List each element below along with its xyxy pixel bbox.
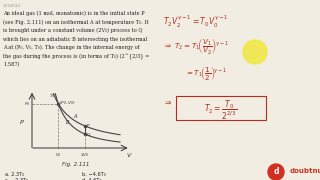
- Text: d. 4.6T₀: d. 4.6T₀: [82, 178, 101, 180]
- Text: 1.587): 1.587): [3, 62, 20, 67]
- Text: A: A: [73, 114, 77, 119]
- Text: $T_0$: $T_0$: [49, 92, 55, 100]
- Text: $(P_0, V_0)$: $(P_0, V_0)$: [60, 100, 76, 107]
- Text: is brought under a constant volume (2V₀) process to Q: is brought under a constant volume (2V₀)…: [3, 28, 142, 33]
- Text: $= T_1\!\left(\dfrac{1}{2}\right)^{\!\gamma-1}$: $= T_1\!\left(\dfrac{1}{2}\right)^{\!\ga…: [185, 65, 227, 82]
- Text: $\Rightarrow\ T_2 = T_1\!\left(\dfrac{V_1}{V_2}\right)^{\!\gamma-1}$: $\Rightarrow\ T_2 = T_1\!\left(\dfrac{V_…: [163, 36, 229, 56]
- Text: P: P: [20, 120, 23, 125]
- Text: 1234534: 1234534: [3, 4, 21, 8]
- Text: $T_2 = \dfrac{T_0}{2^{2/3}}$: $T_2 = \dfrac{T_0}{2^{2/3}}$: [204, 99, 238, 122]
- Text: b. −4.6T₀: b. −4.6T₀: [82, 172, 106, 177]
- Text: V: V: [127, 153, 131, 158]
- Text: which lies on an adiabatic B intersecting the isothermal: which lies on an adiabatic B intersectin…: [3, 37, 148, 42]
- Circle shape: [243, 40, 267, 64]
- Text: $\Rightarrow$: $\Rightarrow$: [163, 98, 172, 107]
- Circle shape: [268, 164, 284, 180]
- Text: B: B: [66, 120, 69, 125]
- Text: a. 2.3T₀: a. 2.3T₀: [5, 172, 24, 177]
- Text: A at (P₀, V₀, T₀). The change in the internal energy of: A at (P₀, V₀, T₀). The change in the int…: [3, 45, 140, 50]
- Text: An ideal gas (1 mol, monatomic) is in the initial state P: An ideal gas (1 mol, monatomic) is in th…: [3, 11, 145, 16]
- Text: d: d: [273, 168, 279, 177]
- Text: $P_0$: $P_0$: [24, 100, 30, 108]
- Text: Q: Q: [87, 132, 90, 136]
- Text: the gas during the process is (in terms of T₀) (2^{2/3} =: the gas during the process is (in terms …: [3, 53, 149, 60]
- Text: P: P: [87, 124, 89, 128]
- Text: doubtnut: doubtnut: [290, 168, 320, 174]
- Text: c. −2.3T₀: c. −2.3T₀: [5, 178, 28, 180]
- Text: $V_0$: $V_0$: [55, 151, 62, 159]
- Text: $T_2 V_2^{\gamma-1} = T_0 V_0^{\gamma-1}$: $T_2 V_2^{\gamma-1} = T_0 V_0^{\gamma-1}…: [163, 14, 229, 30]
- Text: $2V_0$: $2V_0$: [80, 151, 90, 159]
- Text: Fig. 2.111: Fig. 2.111: [62, 162, 90, 167]
- Text: (see Fig. 2.111) on an isothermal A at temperature T₀. It: (see Fig. 2.111) on an isothermal A at t…: [3, 19, 148, 25]
